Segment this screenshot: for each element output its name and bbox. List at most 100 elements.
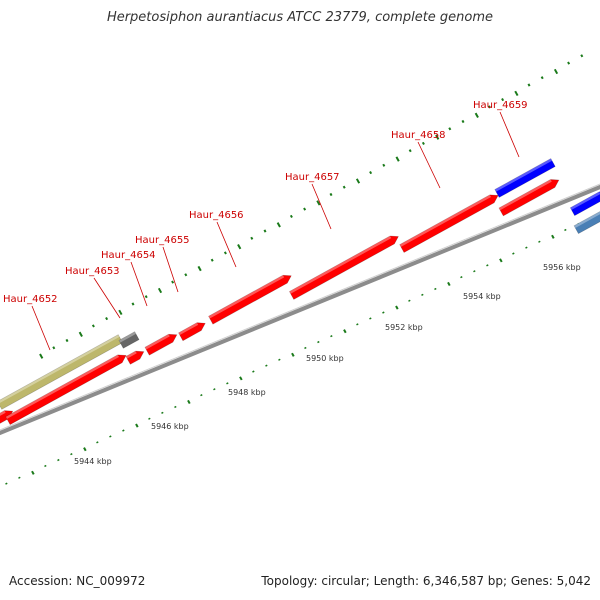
gene-label[interactable]: Haur_4656: [189, 210, 244, 221]
gene-arrow-steelblue-edge[interactable]: [573, 207, 600, 235]
scale-label: 5950 kbp: [306, 354, 344, 363]
gc-tick-track: [39, 54, 584, 359]
scale-minor-tick: [473, 270, 476, 273]
scale-minor-tick: [330, 335, 333, 338]
scale-label: 5944 kbp: [74, 457, 112, 466]
gene-arrow-haur-4654[interactable]: [125, 348, 146, 365]
gene-arrow-haur-4656[interactable]: [208, 272, 294, 325]
gene-callout-line: [216, 221, 237, 268]
gc-tick: [355, 178, 361, 184]
gc-tick: [237, 244, 242, 250]
scale-label: 5946 kbp: [151, 422, 189, 431]
gene-callout-line: [130, 261, 148, 307]
scale-minor-tick: [122, 429, 125, 432]
gene-arrow-haur-4656-a[interactable]: [178, 319, 208, 342]
gc-tick: [395, 156, 400, 162]
gc-tick: [52, 346, 56, 350]
scale-minor-tick: [304, 346, 307, 350]
scale-minor-tick: [226, 382, 229, 385]
scale-major-tick: [239, 376, 243, 381]
gc-tick: [421, 141, 425, 145]
scale-minor-tick: [421, 293, 424, 296]
backbone-layer: [0, 183, 600, 436]
scale-minor-tick: [265, 364, 268, 367]
gc-tick: [197, 265, 202, 272]
scale-minor-tick: [57, 458, 60, 462]
gene-label[interactable]: Haur_4653: [65, 266, 120, 277]
gc-tick: [263, 229, 267, 233]
scale-major-tick: [31, 470, 35, 475]
gene-label[interactable]: Haur_4655: [135, 235, 190, 246]
gc-tick: [580, 54, 584, 58]
scale-major-tick: [83, 447, 87, 452]
scale-minor-tick: [174, 405, 177, 409]
gene-arrow-blue-edge[interactable]: [569, 188, 600, 217]
scale-major-tick: [187, 399, 191, 405]
gc-tick: [553, 68, 559, 75]
gc-tick: [131, 302, 135, 306]
gc-tick: [435, 134, 440, 140]
gene-callout-line: [93, 277, 121, 319]
scale-minor-tick: [44, 464, 47, 468]
scale-track: 5944 kbp 5946 kbp 5948 kbp 5950 kbp 5952 kbp…: [5, 217, 593, 485]
gc-tick: [171, 280, 175, 284]
scale-minor-tick: [5, 482, 8, 485]
gene-arrow-haur-4655[interactable]: [144, 331, 179, 356]
scale-minor-tick: [512, 252, 515, 255]
gene-callout-line: [31, 305, 51, 351]
scale-minor-tick: [538, 240, 541, 243]
gene-label[interactable]: Haur_4659: [473, 100, 528, 111]
gene-arrow-haur-4659-red[interactable]: [498, 176, 561, 217]
gene-arrow-haur-4659[interactable]: [494, 158, 556, 198]
gc-tick: [250, 236, 254, 240]
gene-label[interactable]: Haur_4654: [101, 250, 156, 261]
gene-label-layer: Haur_4652 Haur_4653 Haur_4654 Haur_4655 Haur…: [3, 100, 528, 351]
gc-tick: [514, 90, 519, 97]
scale-minor-tick: [460, 276, 463, 279]
scale-label: 5948 kbp: [228, 388, 266, 397]
gc-tick: [540, 76, 544, 80]
gene-label[interactable]: Haur_4658: [391, 130, 446, 141]
gc-tick: [316, 200, 321, 206]
scale-major-tick: [343, 329, 347, 334]
scale-minor-tick: [96, 441, 99, 444]
genome-backbone-highlight: [0, 183, 600, 431]
gc-tick: [461, 119, 465, 124]
gene-callout-line: [311, 183, 332, 230]
gc-tick: [342, 185, 346, 189]
gene-callout-line: [499, 111, 520, 158]
gene-arrow-haur-4658[interactable]: [399, 191, 501, 253]
accession-text: Accession: NC_009972: [9, 574, 146, 588]
scale-major-tick: [551, 234, 555, 239]
gc-tick: [184, 273, 188, 277]
scale-major-tick: [395, 305, 399, 310]
scale-minor-tick: [486, 264, 489, 267]
scale-label: 5952 kbp: [385, 323, 423, 332]
gc-tick: [382, 163, 386, 167]
genome-backbone: [0, 184, 600, 436]
gene-label[interactable]: Haur_4652: [3, 294, 58, 305]
gene-arrow-haur-4657[interactable]: [289, 233, 400, 300]
gc-tick: [408, 149, 412, 153]
gene-arrow-haur-4652[interactable]: [5, 351, 129, 425]
gene-arrow-haur-4653[interactable]: [118, 331, 140, 349]
gc-tick: [223, 251, 227, 255]
scale-minor-tick: [356, 323, 359, 326]
scale-minor-tick: [278, 358, 281, 361]
scale-minor-tick: [525, 246, 528, 249]
gc-tick: [118, 309, 123, 316]
scale-major-tick: [447, 281, 451, 287]
gc-tick: [329, 192, 333, 197]
gc-tick: [157, 287, 163, 294]
scale-minor-tick: [382, 311, 385, 314]
scale-minor-tick: [148, 417, 151, 420]
scale-minor-tick: [200, 394, 203, 397]
scale-label: 5954 kbp: [463, 292, 501, 301]
gc-tick: [527, 83, 531, 87]
gc-tick: [289, 214, 293, 218]
gc-tick: [474, 112, 479, 118]
scale-minor-tick: [369, 317, 372, 320]
gene-label[interactable]: Haur_4657: [285, 172, 340, 183]
gene-track: [0, 158, 600, 426]
gc-tick: [65, 338, 69, 343]
